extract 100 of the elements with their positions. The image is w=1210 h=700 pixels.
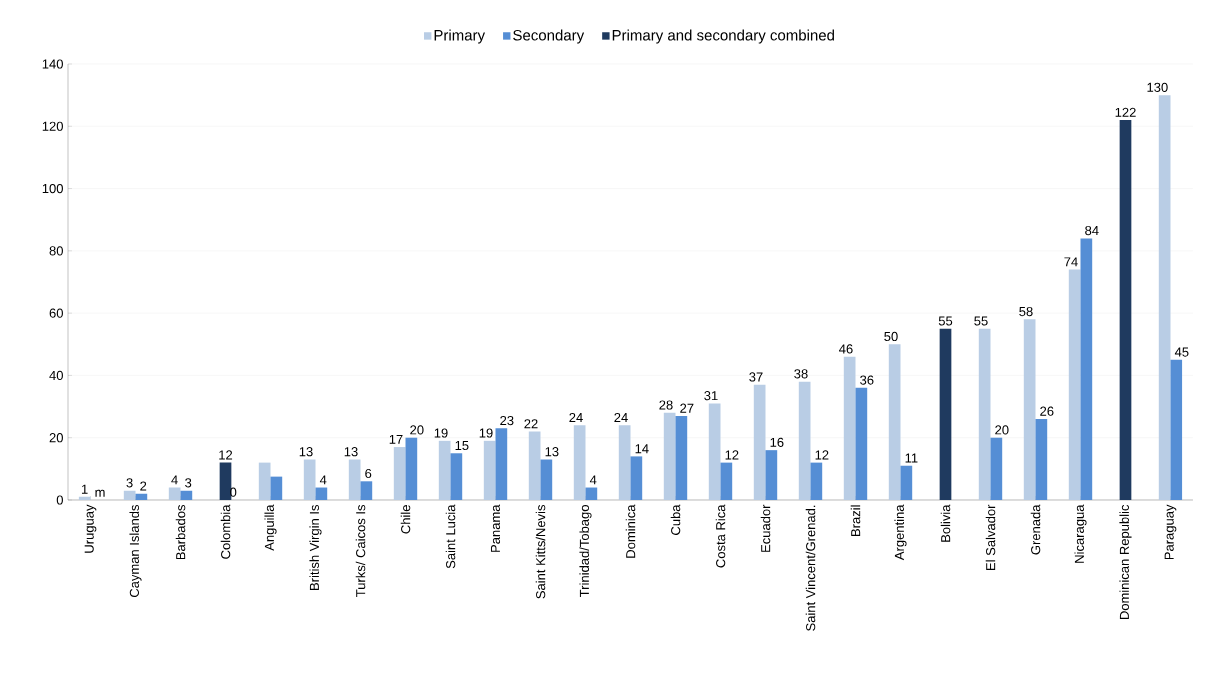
legend-label: Primary — [434, 29, 486, 44]
data-label: 12 — [219, 450, 233, 460]
data-label: 23 — [500, 415, 514, 426]
y-tick-label: 40 — [49, 370, 63, 381]
data-label: 19 — [479, 428, 493, 438]
y-tick-label: 0 — [56, 495, 63, 505]
data-label: 12 — [725, 450, 739, 460]
data-label: 13 — [545, 447, 559, 457]
data-label: 122 — [1115, 107, 1136, 117]
x-tick-label: Anguilla — [264, 504, 277, 551]
data-label: 3 — [185, 478, 192, 488]
y-tick-label: 140 — [42, 59, 63, 69]
bar — [810, 462, 823, 500]
bar — [348, 459, 361, 500]
bar — [573, 425, 586, 500]
bar — [450, 453, 463, 500]
bar — [405, 437, 418, 500]
bar — [438, 440, 451, 500]
bar — [1035, 419, 1048, 500]
bar — [753, 384, 766, 500]
x-tick-label: Saint Lucia — [445, 504, 456, 569]
bar — [1080, 238, 1093, 500]
x-tick-label: Bolivia — [940, 504, 951, 542]
data-label: 38 — [794, 369, 808, 379]
text: m — [95, 489, 105, 497]
bar — [900, 465, 913, 500]
bar — [180, 490, 193, 500]
data-label: 19 — [434, 428, 448, 438]
x-tick-label: Chile — [400, 505, 411, 534]
x-tick-label: Saint Kitts/Nevis — [535, 505, 546, 599]
x-tick-label: Dominica — [625, 504, 636, 558]
y-tick-label: 60 — [49, 308, 63, 318]
data-label: 84 — [1085, 225, 1099, 236]
data-label: 26 — [1040, 406, 1054, 416]
data-label: 50 — [884, 331, 898, 342]
data-label: 1 — [81, 484, 88, 494]
bar — [528, 431, 541, 500]
data-label: 74 — [1064, 257, 1078, 267]
data-label: 45 — [1174, 347, 1189, 357]
data-label: 13 — [344, 447, 358, 457]
y-tick-label: 120 — [42, 121, 63, 131]
data-label: 58 — [1019, 306, 1033, 317]
x-tick-label: British Virgin Is — [309, 505, 322, 590]
x-tick-label: Trinidad/Tobago — [579, 505, 592, 597]
data-label: 11 — [905, 453, 918, 463]
bar — [495, 428, 508, 500]
data-label: 36 — [860, 375, 874, 385]
bar — [855, 387, 868, 500]
bar — [585, 487, 598, 500]
bar — [1119, 120, 1132, 500]
bar — [168, 487, 181, 500]
data-label: 24 — [569, 412, 583, 423]
y-tick-label: 20 — [49, 433, 63, 443]
x-tick-label: El Salvador — [985, 504, 996, 570]
data-label: 55 — [938, 316, 953, 326]
bar — [360, 481, 373, 500]
data-label: 16 — [770, 437, 784, 447]
x-tick-label: Nicaragua — [1074, 504, 1087, 563]
data-label: 28 — [659, 400, 673, 410]
bar — [663, 412, 676, 500]
bar — [540, 459, 553, 500]
x-tick-label: Costa Rica — [715, 504, 726, 568]
bar — [123, 490, 136, 500]
y-tick-label: 100 — [42, 183, 63, 194]
bar — [675, 415, 688, 500]
data-label: 14 — [635, 444, 649, 454]
bar — [720, 462, 733, 500]
bar — [483, 440, 496, 500]
x-tick-label: Cayman Islands — [129, 505, 142, 598]
x-tick-label: Cuba — [670, 504, 681, 535]
data-label: 4 — [589, 475, 597, 485]
data-label: 4 — [171, 475, 178, 485]
x-tick-label: Turks/ Caicos Is — [355, 504, 366, 597]
data-label: 17 — [389, 434, 403, 444]
bar — [978, 328, 991, 500]
data-label: 31 — [704, 391, 718, 401]
data-label: 55 — [974, 316, 988, 326]
bar — [303, 459, 316, 500]
bar — [765, 450, 778, 500]
bar — [258, 462, 271, 500]
data-label: 20 — [995, 425, 1009, 435]
x-tick-label: Dominican Republic — [1119, 504, 1132, 620]
bar — [708, 403, 721, 500]
x-tick-label: Argentina — [894, 504, 907, 561]
bar — [630, 456, 643, 500]
bar — [315, 487, 328, 500]
x-tick-label: Barbados — [175, 504, 186, 560]
bar — [1158, 95, 1171, 500]
data-label: 37 — [749, 372, 763, 382]
data-label: 20 — [410, 425, 424, 435]
x-tick-label: Paraguay — [1164, 504, 1177, 560]
data-label: 6 — [365, 468, 372, 479]
bar — [1068, 269, 1081, 500]
x-tick-label: Grenada — [1030, 504, 1041, 555]
data-label: 15 — [455, 441, 469, 451]
bar — [78, 496, 91, 500]
data-label: 2 — [140, 481, 147, 491]
x-tick-label: Uruguay — [84, 504, 97, 553]
data-label: 130 — [1147, 82, 1168, 92]
bar — [135, 493, 148, 500]
